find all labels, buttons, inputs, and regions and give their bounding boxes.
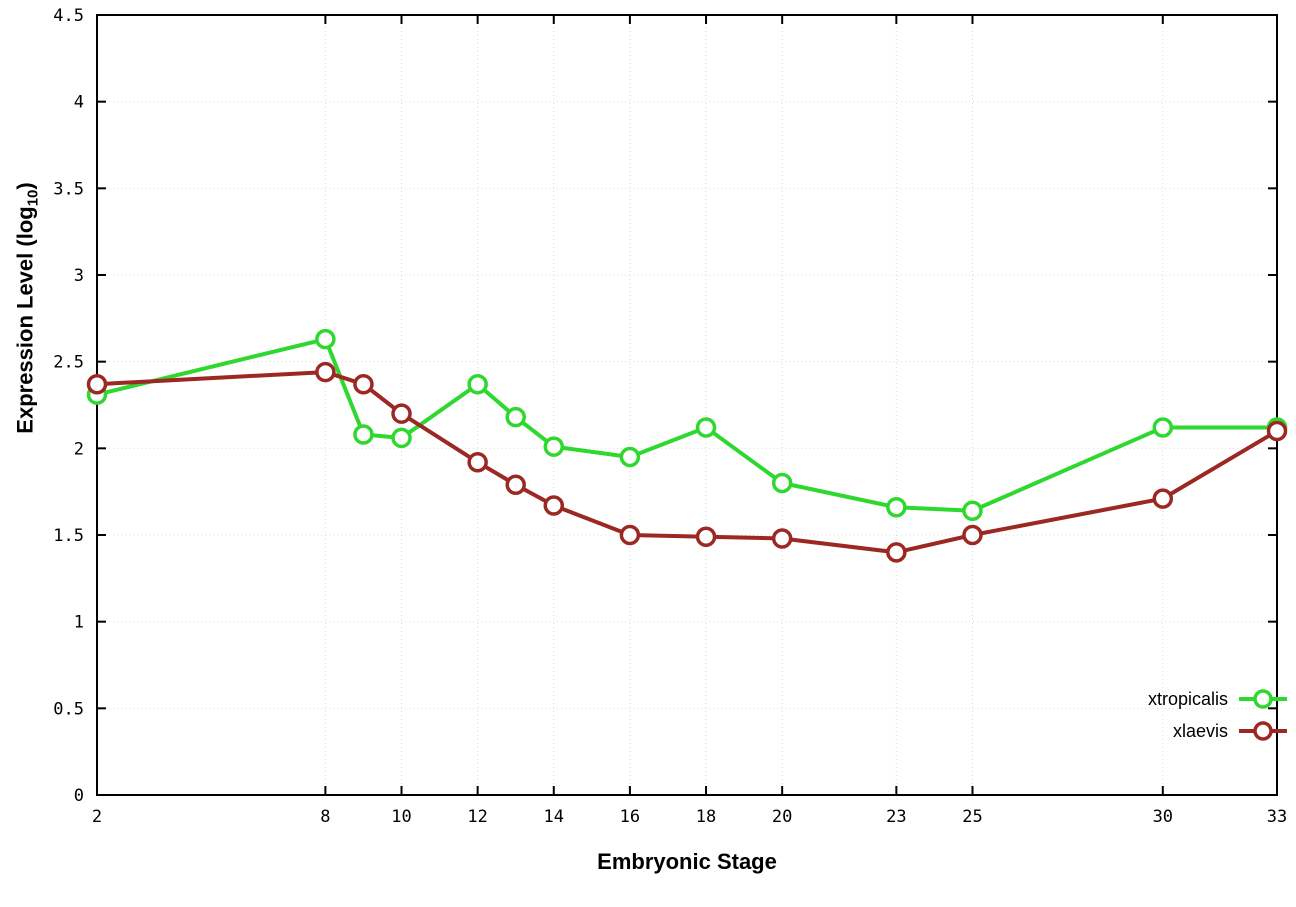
y-axis-title-close: ) — [12, 182, 38, 190]
x-tick-label: 10 — [391, 807, 411, 827]
x-tick-label: 8 — [320, 807, 330, 827]
legend-marker-xlaevis-icon — [1239, 721, 1287, 741]
data-point-xlaevis — [619, 524, 641, 546]
data-point-xtropicalis — [962, 500, 983, 521]
series-line-xlaevis — [95, 370, 1279, 555]
data-point-xtropicalis — [771, 472, 793, 494]
x-tick-label: 25 — [962, 807, 982, 827]
y-tick-label: 1.5 — [53, 526, 84, 546]
data-point-xtropicalis — [391, 427, 412, 449]
y-tick-label: 0.5 — [53, 699, 84, 719]
x-tick-label: 20 — [772, 807, 792, 827]
data-point-xlaevis — [391, 403, 412, 424]
data-point-xlaevis — [886, 542, 907, 563]
data-point-xlaevis — [1152, 488, 1174, 509]
x-tick-label: 18 — [696, 807, 716, 827]
y-tick-label: 1 — [74, 613, 84, 633]
data-point-xtropicalis — [1152, 417, 1174, 438]
data-point-xlaevis — [467, 451, 488, 473]
legend-marker-xtropicalis-icon — [1239, 689, 1287, 709]
y-tick-label: 0 — [74, 786, 84, 806]
data-point-xtropicalis — [886, 497, 907, 518]
data-point-xlaevis — [543, 495, 565, 516]
series-line-xtropicalis — [95, 337, 1279, 513]
data-point-xlaevis — [315, 361, 336, 383]
y-tick-label: 4 — [74, 93, 84, 113]
data-point-xlaevis — [1266, 420, 1288, 442]
x-tick-label: 33 — [1267, 807, 1287, 827]
data-point-xtropicalis — [315, 328, 336, 350]
data-point-xtropicalis — [695, 417, 717, 438]
legend: xtropicalis xlaevis — [1148, 688, 1288, 742]
data-point-xtropicalis — [619, 446, 641, 468]
x-tick-label: 14 — [544, 807, 564, 827]
data-point-xlaevis — [86, 373, 108, 395]
x-tick-label: 23 — [886, 807, 906, 827]
x-tick-label: 2 — [92, 807, 102, 827]
legend-item-xlaevis: xlaevis — [1173, 720, 1288, 742]
data-point-xlaevis — [695, 526, 717, 547]
y-axis-title: Expression Level (log10) — [12, 182, 41, 433]
data-point-xlaevis — [505, 474, 526, 495]
x-tick-label: 12 — [467, 807, 487, 827]
y-axis-title-text: Expression Level (log — [12, 206, 38, 434]
y-axis-title-subscript: 10 — [24, 189, 42, 207]
plot-border — [96, 14, 1278, 796]
y-tick-label: 3 — [74, 266, 84, 286]
data-point-xtropicalis — [543, 436, 565, 457]
legend-label: xtropicalis — [1147, 688, 1228, 709]
x-tick-label: 30 — [1153, 807, 1173, 827]
y-tick-label: 2 — [74, 439, 84, 459]
legend-item-xtropicalis: xtropicalis — [1148, 688, 1288, 710]
y-tick-label: 3.5 — [53, 179, 84, 199]
data-point-xlaevis — [771, 528, 793, 549]
x-tick-label: 16 — [620, 807, 640, 827]
y-tick-label: 4.5 — [53, 6, 84, 26]
data-point-xlaevis — [353, 373, 374, 395]
data-point-xtropicalis — [467, 373, 488, 395]
data-point-xtropicalis — [353, 424, 374, 445]
y-tick-label: 2.5 — [53, 353, 84, 373]
legend-label: xlaevis — [1172, 720, 1228, 741]
data-point-xtropicalis — [505, 406, 526, 428]
data-point-xlaevis — [962, 524, 983, 546]
x-axis-title: Embryonic Stage — [597, 849, 777, 874]
